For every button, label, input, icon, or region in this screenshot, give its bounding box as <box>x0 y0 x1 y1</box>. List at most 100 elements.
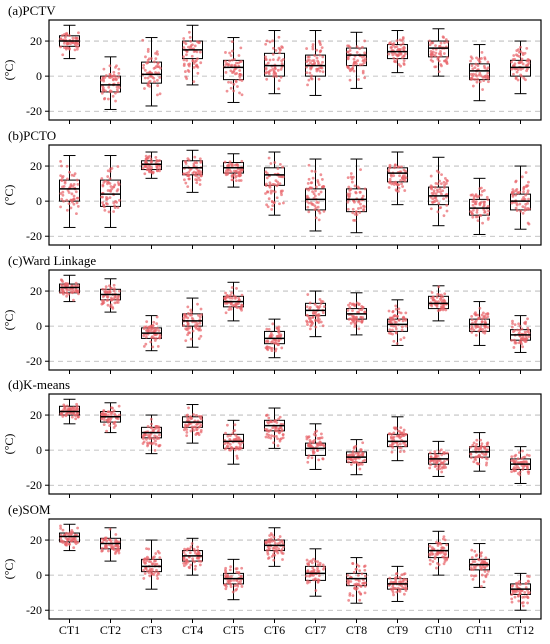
data-point <box>397 186 401 190</box>
data-point <box>269 331 273 335</box>
data-point <box>100 416 104 420</box>
data-point <box>357 579 361 583</box>
data-point <box>483 320 487 323</box>
data-point <box>475 208 479 212</box>
data-point <box>398 450 402 454</box>
data-point <box>318 440 322 444</box>
data-point <box>483 560 487 563</box>
data-point <box>237 298 241 302</box>
data-point <box>230 63 234 67</box>
data-point <box>187 565 191 569</box>
data-point <box>76 42 80 46</box>
data-point <box>274 349 277 353</box>
data-point <box>156 93 159 97</box>
data-point <box>223 583 227 587</box>
data-point <box>521 604 525 608</box>
data-point <box>523 590 527 594</box>
data-point <box>105 429 109 433</box>
data-point <box>478 306 482 310</box>
data-point <box>229 86 233 90</box>
data-point <box>199 417 203 421</box>
data-point <box>321 70 325 74</box>
data-point <box>229 307 233 311</box>
data-point <box>392 442 395 445</box>
data-point <box>394 304 398 308</box>
data-point <box>435 295 439 299</box>
data-point <box>480 320 484 324</box>
data-point <box>393 45 397 49</box>
data-point <box>238 306 242 310</box>
data-point <box>197 433 201 437</box>
data-point <box>317 77 321 81</box>
data-point <box>435 540 438 544</box>
data-point <box>404 432 408 436</box>
data-point <box>145 61 149 65</box>
data-point <box>229 81 233 84</box>
data-point <box>321 300 325 303</box>
data-point <box>65 164 69 168</box>
box-CT2 <box>100 402 121 434</box>
data-point <box>321 457 325 461</box>
data-point <box>313 170 317 173</box>
data-point <box>486 204 490 208</box>
data-point <box>198 563 202 567</box>
data-point <box>471 193 474 197</box>
data-point <box>101 86 105 90</box>
data-point <box>477 316 481 320</box>
box-CT4 <box>182 404 203 444</box>
data-point <box>387 52 391 56</box>
data-point <box>236 584 240 588</box>
box-CT7 <box>305 30 326 96</box>
data-point <box>229 579 233 583</box>
data-point <box>59 524 62 528</box>
data-point <box>521 205 525 209</box>
data-point <box>264 66 268 70</box>
data-point <box>351 315 355 319</box>
data-point <box>348 78 352 82</box>
data-point <box>348 45 352 49</box>
data-point <box>267 327 271 331</box>
data-point <box>428 562 432 566</box>
data-point <box>232 89 236 93</box>
data-point <box>348 189 352 192</box>
data-point <box>238 91 241 95</box>
data-point <box>522 195 525 199</box>
data-point <box>223 442 227 445</box>
data-point <box>276 68 280 72</box>
data-point <box>60 164 63 168</box>
data-point <box>117 404 121 408</box>
data-point <box>441 555 445 559</box>
data-point <box>363 187 367 191</box>
data-point <box>518 589 522 593</box>
data-point <box>145 569 149 572</box>
data-point <box>271 39 274 43</box>
data-point <box>472 197 476 201</box>
data-point <box>152 66 156 70</box>
data-point <box>357 78 360 81</box>
data-point <box>443 459 446 463</box>
data-point <box>400 325 404 329</box>
data-point <box>152 429 155 433</box>
data-point <box>101 287 105 291</box>
data-point <box>155 159 159 163</box>
data-point <box>69 539 73 543</box>
data-point <box>280 346 284 350</box>
data-point <box>63 46 66 50</box>
y-axis-label: (°C) <box>2 185 16 206</box>
data-point <box>430 185 433 189</box>
data-point <box>157 551 161 555</box>
data-point <box>399 576 402 580</box>
data-point <box>238 60 242 64</box>
data-point <box>68 536 72 540</box>
data-point <box>182 172 185 176</box>
data-point <box>106 418 109 422</box>
data-point <box>200 313 203 317</box>
data-point <box>514 459 518 463</box>
data-point <box>114 424 117 427</box>
data-point <box>480 456 484 459</box>
data-point <box>187 331 190 335</box>
data-point <box>154 156 158 159</box>
data-point <box>238 69 242 72</box>
data-point <box>401 42 405 45</box>
data-point <box>149 417 153 421</box>
